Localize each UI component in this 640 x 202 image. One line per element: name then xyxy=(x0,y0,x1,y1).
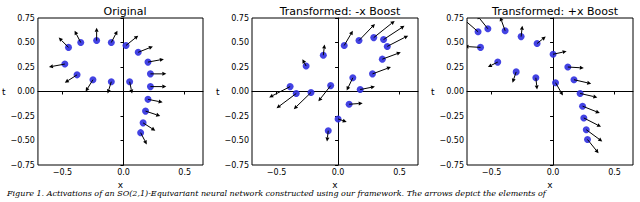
svg-text:−0.25: −0.25 xyxy=(10,112,35,121)
svg-text:0.5: 0.5 xyxy=(393,168,406,177)
svg-text:0.75: 0.75 xyxy=(231,14,249,23)
svg-text:t: t xyxy=(216,87,220,97)
svg-text:−0.5: −0.5 xyxy=(53,168,72,177)
svg-text:0.00: 0.00 xyxy=(231,87,249,96)
svg-text:x: x xyxy=(547,180,553,190)
svg-text:t: t xyxy=(2,87,6,97)
svg-text:−0.75: −0.75 xyxy=(10,161,35,170)
svg-text:0.75: 0.75 xyxy=(446,14,464,23)
svg-text:−0.25: −0.25 xyxy=(224,112,249,121)
svg-text:x: x xyxy=(117,180,124,191)
svg-text:0.50: 0.50 xyxy=(231,38,249,47)
svg-text:0.0: 0.0 xyxy=(332,168,345,177)
svg-text:Transformed: +x Boost: Transformed: +x Boost xyxy=(491,5,619,18)
svg-text:0.0: 0.0 xyxy=(117,168,130,177)
svg-text:0.75: 0.75 xyxy=(17,14,35,23)
svg-text:t: t xyxy=(431,87,435,97)
svg-text:−0.5: −0.5 xyxy=(482,168,501,177)
svg-text:−0.5: −0.5 xyxy=(267,168,286,177)
svg-text:0.00: 0.00 xyxy=(17,87,35,96)
svg-text:0.25: 0.25 xyxy=(231,63,249,72)
svg-text:−0.75: −0.75 xyxy=(224,161,249,170)
svg-text:0.0: 0.0 xyxy=(547,168,560,177)
svg-text:0.25: 0.25 xyxy=(446,63,464,72)
svg-text:−0.75: −0.75 xyxy=(439,161,464,170)
svg-text:Figure 1. Activations of an SO: Figure 1. Activations of an SO(2,1)-Equi… xyxy=(6,189,548,198)
svg-text:−0.50: −0.50 xyxy=(10,136,35,145)
svg-text:−0.50: −0.50 xyxy=(439,136,464,145)
svg-text:0.00: 0.00 xyxy=(446,87,464,96)
svg-text:0.25: 0.25 xyxy=(17,63,35,72)
svg-text:−0.25: −0.25 xyxy=(439,112,464,121)
svg-text:0.50: 0.50 xyxy=(17,38,35,47)
svg-text:−0.50: −0.50 xyxy=(224,136,249,145)
svg-text:Original: Original xyxy=(103,5,146,18)
svg-text:Transformed: -x Boost: Transformed: -x Boost xyxy=(279,5,401,18)
svg-text:x: x xyxy=(332,180,338,191)
svg-text:0.5: 0.5 xyxy=(608,168,621,177)
svg-text:0.5: 0.5 xyxy=(178,168,191,177)
svg-text:0.50: 0.50 xyxy=(446,38,464,47)
